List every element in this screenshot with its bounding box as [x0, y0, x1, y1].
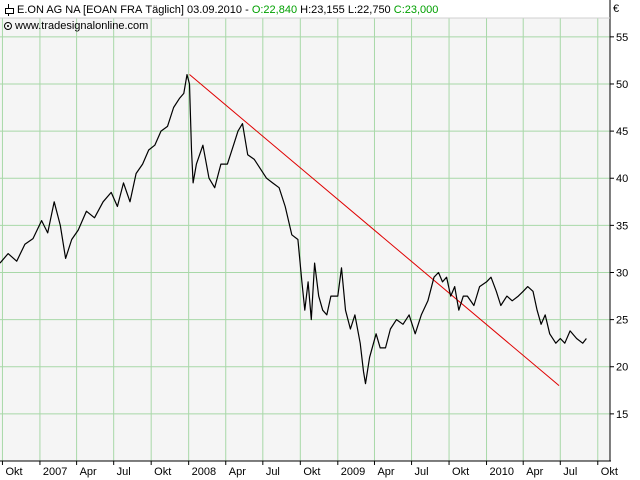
x-tick-label: Okt — [452, 466, 469, 478]
x-tick-label: Jul — [117, 466, 131, 478]
x-tick-label: Apr — [526, 466, 543, 478]
low-value: L:22,750 — [347, 4, 391, 16]
trendline-layer — [189, 74, 560, 386]
copyright-icon — [4, 22, 12, 30]
symbol-label: E.ON AG NA [EOAN FRA — [17, 4, 143, 16]
chart-header: E.ON AG NA [EOAN FRA Täglich] 03.09.2010… — [4, 3, 438, 17]
grid-layer — [0, 18, 610, 461]
x-tick-label: 2008 — [192, 466, 216, 478]
y-axis-ticks: 15 20 25 30 35 40 45 50 55 — [610, 32, 628, 421]
series-layer — [0, 74, 587, 385]
watermark-text: www.tradesignalonline.com — [15, 20, 149, 32]
y-tick-label: 40 — [616, 173, 628, 185]
x-axis-ticks: Okt 2007 Apr Jul Okt 2008 Apr Jul Okt 2009 Apr Jul O… — [1, 461, 618, 478]
axis-frame — [0, 0, 611, 462]
high-value: H:23,155 — [300, 4, 345, 16]
price-series-line — [0, 74, 587, 385]
period-label: Täglich] — [145, 4, 184, 16]
close-value: C:23,000 — [393, 4, 439, 16]
y-tick-label: 30 — [616, 267, 628, 279]
x-tick-label: 2007 — [43, 466, 67, 478]
watermark: www.tradesignalonline.com — [4, 19, 148, 33]
x-tick-label: Apr — [377, 466, 394, 478]
y-tick-label: 35 — [616, 220, 628, 232]
x-tick-label: Jul — [266, 466, 280, 478]
y-tick-label: 55 — [616, 32, 628, 44]
y-tick-label: 25 — [616, 315, 628, 327]
plot-area — [0, 18, 610, 461]
y-tick-label: 45 — [616, 126, 628, 138]
x-tick-label: Jul — [415, 466, 429, 478]
x-tick-label: Okt — [601, 466, 618, 478]
x-tick-label: Jul — [563, 466, 577, 478]
x-tick-label: Okt — [5, 466, 22, 478]
currency-label: € — [613, 3, 620, 15]
x-tick-label: Okt — [303, 466, 320, 478]
y-tick-label: 20 — [616, 362, 628, 374]
trendline — [189, 74, 560, 386]
x-tick-label: Okt — [154, 466, 171, 478]
candlestick-icon — [4, 4, 14, 16]
x-tick-label: 2010 — [490, 466, 514, 478]
y-tick-label: 50 — [616, 79, 628, 91]
x-tick-label: Apr — [80, 466, 97, 478]
y-tick-label: 15 — [616, 409, 628, 421]
x-tick-label: Apr — [229, 466, 246, 478]
x-tick-label: 2009 — [341, 466, 365, 478]
open-value: O:22,840 — [251, 4, 298, 16]
date-label: 03.09.2010 — [186, 4, 243, 16]
